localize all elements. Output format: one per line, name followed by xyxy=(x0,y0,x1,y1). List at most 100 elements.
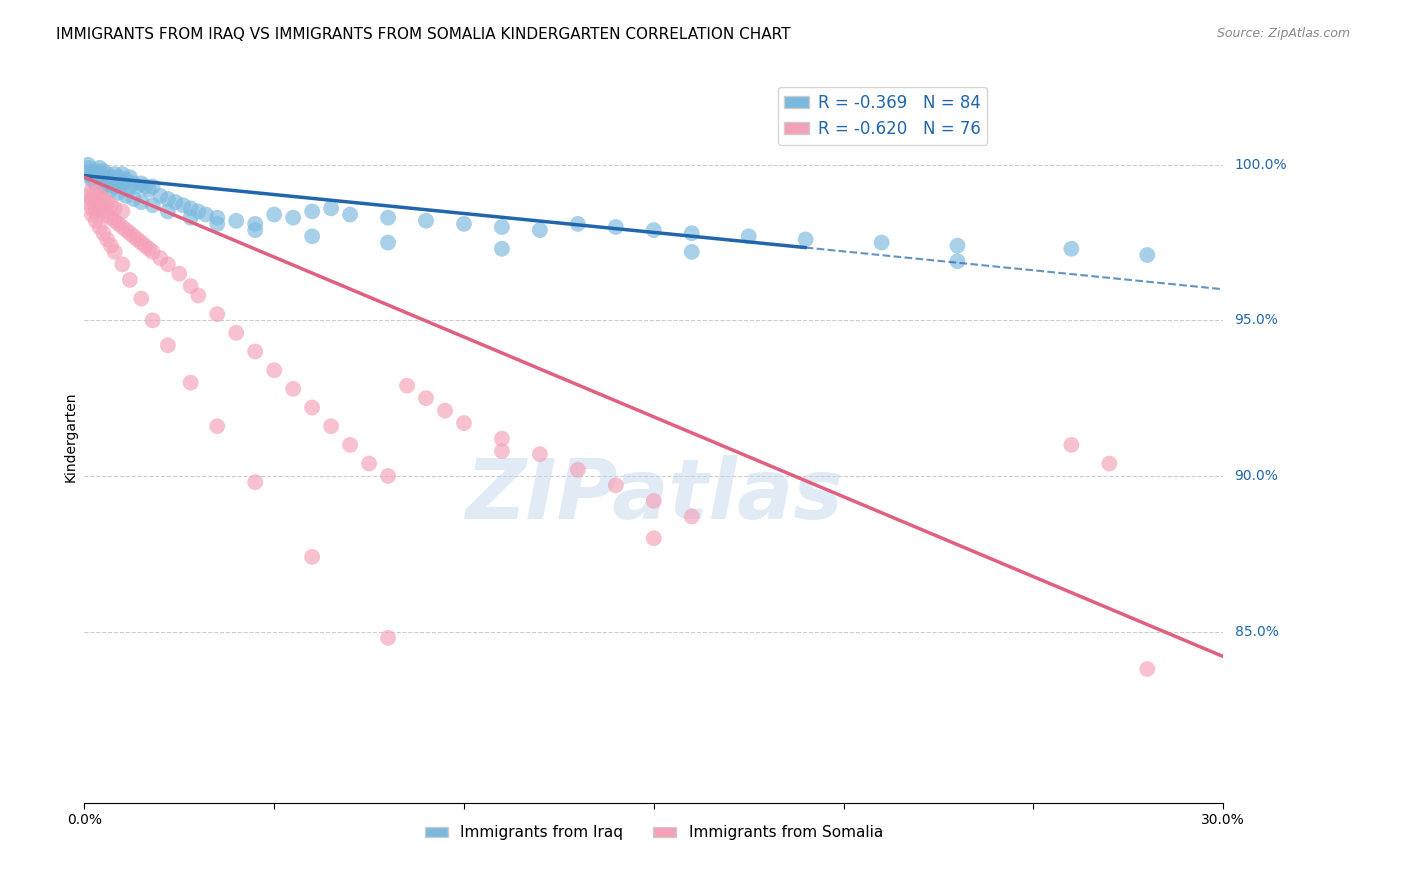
Point xyxy=(491,219,513,234)
Point xyxy=(104,167,127,181)
Point xyxy=(169,267,191,281)
Point xyxy=(172,198,194,212)
Point xyxy=(165,195,187,210)
Point xyxy=(1136,248,1159,262)
Point xyxy=(84,195,107,210)
Point xyxy=(80,173,103,187)
Point xyxy=(156,338,179,352)
Point xyxy=(156,192,179,206)
Point xyxy=(207,419,229,434)
Point xyxy=(567,217,589,231)
Point xyxy=(156,257,179,271)
Point xyxy=(377,211,399,225)
Point xyxy=(263,208,285,222)
Point xyxy=(194,208,217,222)
Point xyxy=(96,195,118,210)
Point xyxy=(321,419,343,434)
Point xyxy=(89,173,111,187)
Point xyxy=(149,251,172,265)
Point xyxy=(1136,662,1159,676)
Point xyxy=(415,391,437,405)
Point xyxy=(84,167,107,181)
Point xyxy=(142,313,165,327)
Point xyxy=(115,173,138,187)
Point xyxy=(359,457,381,471)
Point xyxy=(104,179,127,194)
Point xyxy=(134,179,156,194)
Point xyxy=(107,177,129,191)
Point xyxy=(96,167,118,181)
Point xyxy=(946,238,969,252)
Point xyxy=(453,416,475,430)
Point xyxy=(870,235,893,250)
Point xyxy=(84,177,107,191)
Point xyxy=(84,213,107,227)
Point xyxy=(127,232,149,246)
Point xyxy=(681,509,703,524)
Point xyxy=(118,273,141,287)
Point xyxy=(149,189,172,203)
Point xyxy=(605,478,627,492)
Point xyxy=(301,401,323,415)
Point xyxy=(93,179,115,194)
Point xyxy=(80,183,103,197)
Point xyxy=(107,186,129,200)
Point xyxy=(96,173,118,187)
Point xyxy=(491,432,513,446)
Point xyxy=(142,179,165,194)
Point xyxy=(111,167,134,181)
Point xyxy=(93,170,115,185)
Point xyxy=(100,170,122,185)
Point xyxy=(491,444,513,458)
Legend: Immigrants from Iraq, Immigrants from Somalia: Immigrants from Iraq, Immigrants from So… xyxy=(419,819,889,847)
Point xyxy=(100,177,122,191)
Point xyxy=(225,213,247,227)
Point xyxy=(77,189,100,203)
Point xyxy=(93,204,115,219)
Point xyxy=(180,376,202,390)
Point xyxy=(77,195,100,210)
Text: 90.0%: 90.0% xyxy=(1234,469,1278,483)
Point xyxy=(681,226,703,240)
Point xyxy=(377,631,399,645)
Point xyxy=(89,161,111,175)
Point xyxy=(138,183,160,197)
Point xyxy=(100,211,122,225)
Point xyxy=(156,204,179,219)
Point xyxy=(127,179,149,194)
Point xyxy=(100,198,122,212)
Point xyxy=(122,229,145,244)
Point xyxy=(491,242,513,256)
Point xyxy=(104,202,127,216)
Point xyxy=(225,326,247,340)
Point xyxy=(80,164,103,178)
Point xyxy=(1098,457,1121,471)
Point xyxy=(142,198,165,212)
Point xyxy=(643,531,665,545)
Point xyxy=(93,164,115,178)
Point xyxy=(131,177,153,191)
Text: ZIPatlas: ZIPatlas xyxy=(465,455,842,536)
Point xyxy=(122,192,145,206)
Point xyxy=(180,279,202,293)
Point xyxy=(138,242,160,256)
Point xyxy=(180,202,202,216)
Point xyxy=(321,202,343,216)
Point xyxy=(643,494,665,508)
Point xyxy=(187,204,209,219)
Point xyxy=(111,177,134,191)
Point xyxy=(104,244,127,259)
Point xyxy=(100,238,122,252)
Point xyxy=(434,403,457,417)
Point xyxy=(529,447,551,461)
Point xyxy=(107,217,129,231)
Point xyxy=(84,186,107,200)
Point xyxy=(111,257,134,271)
Point xyxy=(946,254,969,268)
Point xyxy=(93,192,115,206)
Point xyxy=(118,226,141,240)
Point xyxy=(77,167,100,181)
Point xyxy=(681,244,703,259)
Point xyxy=(396,378,419,392)
Point xyxy=(80,192,103,206)
